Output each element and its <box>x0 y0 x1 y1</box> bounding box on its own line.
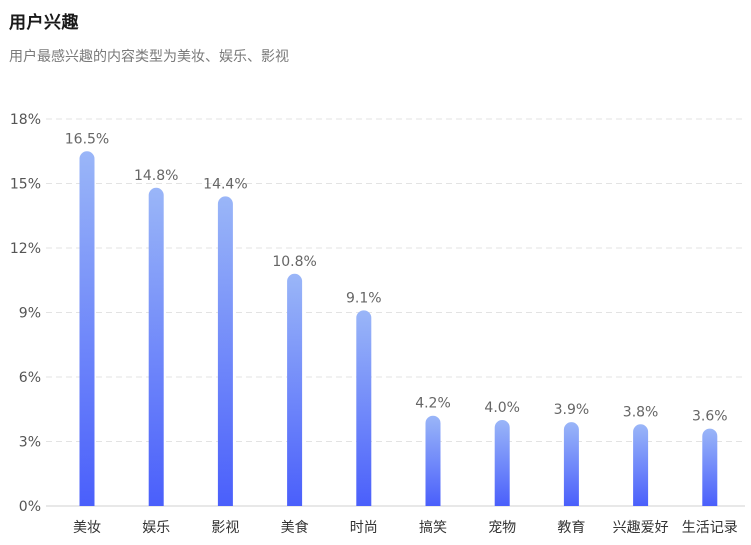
y-tick-label: 18% <box>10 112 41 128</box>
data-label: 14.8% <box>134 168 178 184</box>
data-label: 3.6% <box>692 409 728 425</box>
x-tick-label: 美食 <box>281 519 309 536</box>
bar <box>79 151 95 507</box>
x-tick-label: 搞笑 <box>419 520 447 536</box>
x-tick-label: 美妆 <box>73 520 101 536</box>
x-tick-label: 影视 <box>211 520 239 536</box>
x-tick-label: 生活记录 <box>682 520 738 536</box>
bars <box>79 151 718 507</box>
y-tick-label: 12% <box>10 241 41 257</box>
data-label: 3.8% <box>623 404 659 420</box>
bar <box>494 420 510 506</box>
bar <box>702 428 718 506</box>
bar <box>217 196 233 506</box>
bar <box>287 273 303 506</box>
x-axis: 美妆 娱乐 影视 美食 时尚 搞笑 宠物 教育 兴趣爱好 生活记录 <box>73 519 738 536</box>
data-label: 3.9% <box>554 402 590 418</box>
data-label: 14.4% <box>203 176 247 192</box>
y-tick-label: 6% <box>19 370 41 386</box>
x-tick-label: 兴趣爱好 <box>613 520 669 536</box>
data-label: 16.5% <box>65 131 109 147</box>
data-label: 4.2% <box>415 396 451 412</box>
data-labels: 16.5% 14.8% 14.4% 10.8% 9.1% 4.2% 4.0% 3.9% 3.8%… <box>65 131 728 424</box>
data-label: 9.1% <box>346 290 382 306</box>
bar <box>633 424 649 506</box>
x-tick-label: 教育 <box>557 520 585 536</box>
y-tick-label: 0% <box>19 499 41 515</box>
chart-subtitle: 用户最感兴趣的内容类型为美妆、娱乐、影视 <box>9 49 289 65</box>
data-label: 10.8% <box>272 254 316 270</box>
bar <box>356 310 372 506</box>
y-axis: 0% 3% 6% 9% 12% 15% 18% <box>10 112 41 515</box>
y-tick-label: 15% <box>10 177 41 193</box>
x-tick-label: 时尚 <box>350 520 378 536</box>
chart-title: 用户兴趣 <box>9 13 79 33</box>
y-tick-label: 3% <box>19 435 41 451</box>
bar <box>563 422 579 506</box>
x-tick-label: 宠物 <box>488 520 516 536</box>
bar <box>148 187 164 507</box>
y-tick-label: 9% <box>19 306 41 322</box>
bar <box>425 415 441 506</box>
data-label: 4.0% <box>484 400 520 416</box>
x-tick-label: 娱乐 <box>142 520 170 536</box>
